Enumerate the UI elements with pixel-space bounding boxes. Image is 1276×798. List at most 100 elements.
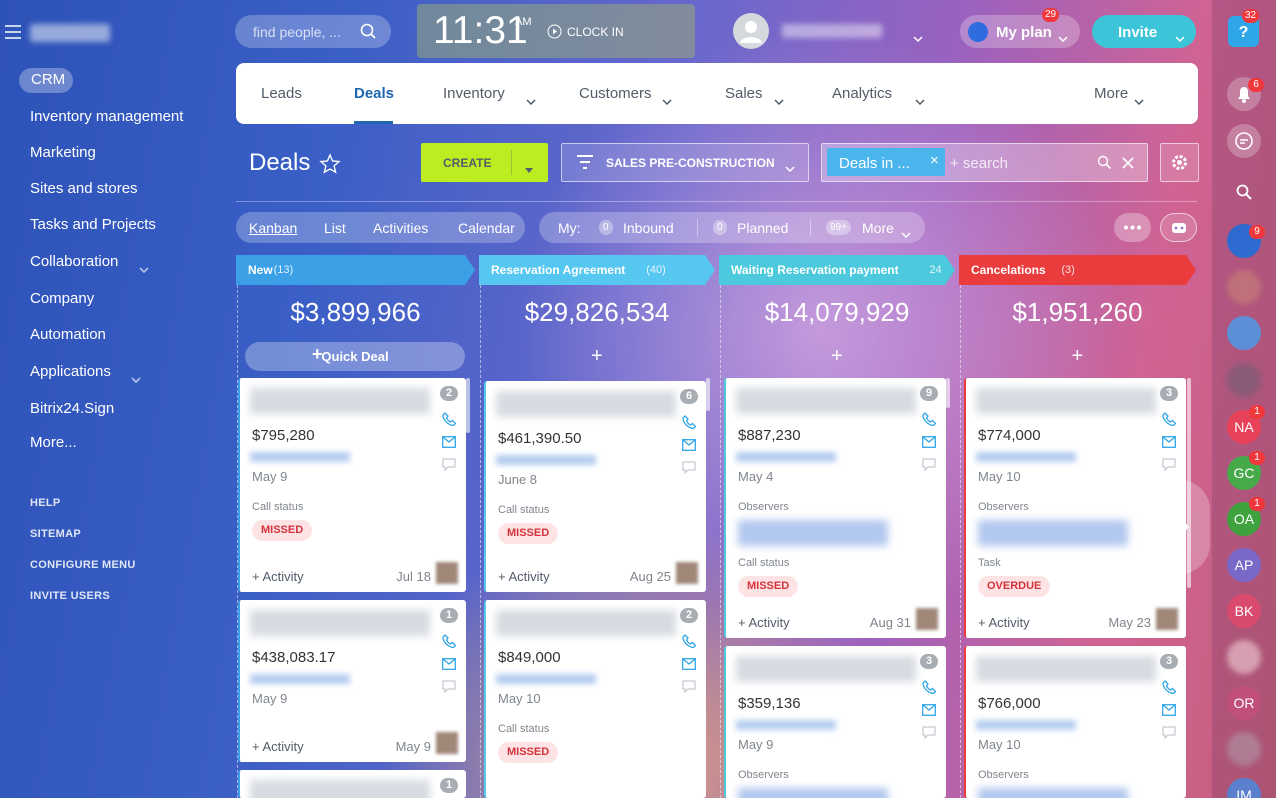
icon-chat[interactable] — [922, 458, 936, 476]
icon-phone[interactable] — [1162, 680, 1177, 699]
pipeline-btn[interactable] — [561, 143, 809, 182]
deal-card[interactable]: 3 $774,000 May 10 Observers Task OVERDUE + Act… — [964, 378, 1186, 638]
deal-card[interactable]: 3 $766,000 May 10 Observers — [964, 646, 1186, 798]
avatar-blur[interactable] — [1227, 732, 1261, 766]
rail-search[interactable] — [1236, 184, 1252, 200]
robot-btn[interactable] — [1160, 213, 1197, 242]
counter-label[interactable]: More — [862, 220, 894, 236]
icon-chat[interactable] — [1162, 458, 1176, 476]
deal-card[interactable]: 3 $359,136 May 9 Observers — [724, 646, 946, 798]
user-avatar[interactable] — [1227, 686, 1261, 720]
add-activity[interactable]: + Activity — [738, 615, 790, 630]
deal-name-blur — [736, 388, 916, 414]
icon-phone[interactable] — [922, 412, 937, 431]
sidebar-item[interactable]: CRM — [31, 71, 66, 88]
icon-mail[interactable] — [682, 657, 696, 675]
add-activity[interactable]: + Activity — [252, 739, 304, 754]
sidebar-link[interactable]: INVITE USERS — [30, 590, 111, 602]
settings-btn[interactable] — [1160, 143, 1199, 182]
deal-card[interactable]: 1 — [238, 770, 466, 798]
icon-chat[interactable] — [442, 680, 456, 698]
menu-icon[interactable] — [5, 24, 21, 40]
add-activity[interactable]: + Activity — [978, 615, 1030, 630]
sidebar-item[interactable]: Applications — [30, 363, 111, 380]
chevron — [139, 260, 149, 274]
avatar-blur[interactable] — [1227, 640, 1261, 674]
create-btn[interactable] — [421, 143, 548, 182]
more-btn[interactable] — [1114, 213, 1151, 242]
nav-tab[interactable]: Analytics — [832, 85, 893, 102]
deal-card[interactable]: 9 $887,230 May 4 Observers Call status MISSED… — [724, 378, 946, 638]
icon-chat[interactable] — [922, 726, 936, 744]
nav-tab[interactable]: More — [1094, 85, 1129, 102]
add-deal[interactable]: + — [831, 345, 843, 367]
view-tab[interactable]: Activities — [373, 220, 429, 236]
user-avatar[interactable] — [1227, 778, 1261, 798]
deal-card[interactable]: 6 $461,390.50 June 8 Call status MISSED + Act… — [484, 381, 706, 592]
deal-card[interactable]: 1 $438,083.17 May 9 + Activity May 9 — [238, 600, 466, 762]
invite-btn[interactable] — [1092, 15, 1196, 48]
icon-mail[interactable] — [442, 657, 456, 675]
user-avatar[interactable] — [1227, 594, 1261, 628]
icon-mail[interactable] — [682, 438, 696, 456]
icon-chat[interactable] — [1162, 726, 1176, 744]
icon-phone[interactable] — [922, 680, 937, 699]
add-activity[interactable]: + Activity — [498, 569, 550, 584]
icon-phone[interactable] — [442, 634, 457, 653]
icon-chat[interactable] — [682, 461, 696, 479]
my-plan: My plan — [996, 24, 1052, 41]
icon-chat[interactable] — [682, 680, 696, 698]
icon-mail[interactable] — [442, 435, 456, 453]
nav-tab[interactable]: Inventory — [443, 85, 505, 102]
sidebar-item[interactable]: Company — [30, 290, 95, 307]
view-tab[interactable]: List — [324, 220, 346, 236]
icon-mail[interactable] — [922, 435, 936, 453]
search-box[interactable] — [235, 15, 391, 48]
nav-tab[interactable]: Leads — [261, 85, 302, 102]
avatar[interactable] — [1227, 316, 1261, 350]
user-avatar[interactable] — [1227, 548, 1261, 582]
clock-in[interactable]: CLOCK IN — [567, 25, 624, 39]
field-label: Task — [978, 557, 1001, 569]
sidebar-link[interactable]: SITEMAP — [30, 528, 81, 540]
view-tab[interactable]: Kanban — [249, 220, 298, 236]
sidebar-item[interactable]: Bitrix24.Sign — [30, 400, 115, 417]
icon-phone[interactable] — [1162, 412, 1177, 431]
add-activity[interactable]: + Activity — [252, 569, 304, 584]
icon-phone[interactable] — [682, 415, 697, 434]
sidebar-item[interactable]: Tasks and Projects — [30, 216, 156, 233]
sidebar-item[interactable]: More... — [30, 434, 77, 451]
field-label: Observers — [738, 769, 789, 781]
view-tab[interactable]: Calendar — [458, 220, 515, 236]
badge: 1 — [1249, 497, 1265, 511]
avatar-blur[interactable] — [1227, 363, 1261, 397]
add-deal[interactable]: + — [1071, 345, 1084, 367]
column-total: $14,079,929 — [764, 297, 910, 327]
sidebar-item[interactable]: Inventory management — [30, 108, 184, 125]
notifications[interactable] — [1227, 77, 1261, 111]
icon-mail[interactable] — [922, 703, 936, 721]
sidebar-link[interactable]: CONFIGURE MENU — [30, 559, 136, 571]
quick-deal-btn[interactable] — [245, 342, 465, 371]
messenger[interactable] — [1227, 124, 1261, 158]
icon-mail[interactable] — [1162, 435, 1176, 453]
sidebar-item[interactable]: Sites and stores — [30, 180, 138, 197]
icon-chat[interactable] — [442, 458, 456, 476]
sidebar-link[interactable]: HELP — [30, 497, 61, 509]
nav-tab[interactable]: Sales — [725, 85, 763, 102]
add-deal[interactable]: + — [591, 345, 603, 367]
sidebar-item[interactable]: Collaboration — [30, 253, 119, 270]
deal-card[interactable]: 2 $795,280 May 9 Call status MISSED + Activit… — [238, 378, 466, 592]
sidebar-item[interactable]: Marketing — [30, 144, 96, 161]
counter-label[interactable]: Inbound — [623, 220, 674, 236]
deal-card[interactable]: 2 $849,000 May 10 Call status MISSED — [484, 600, 706, 798]
responsible-avatar — [676, 562, 698, 584]
nav-tab[interactable]: Customers — [579, 85, 652, 102]
counter-label[interactable]: Planned — [737, 220, 789, 236]
icon-phone[interactable] — [442, 412, 457, 431]
nav-tab[interactable]: Deals — [354, 85, 395, 102]
icon-phone[interactable] — [682, 634, 697, 653]
icon-mail[interactable] — [1162, 703, 1176, 721]
avatar-blur[interactable] — [1227, 270, 1261, 304]
sidebar-item[interactable]: Automation — [30, 326, 106, 343]
